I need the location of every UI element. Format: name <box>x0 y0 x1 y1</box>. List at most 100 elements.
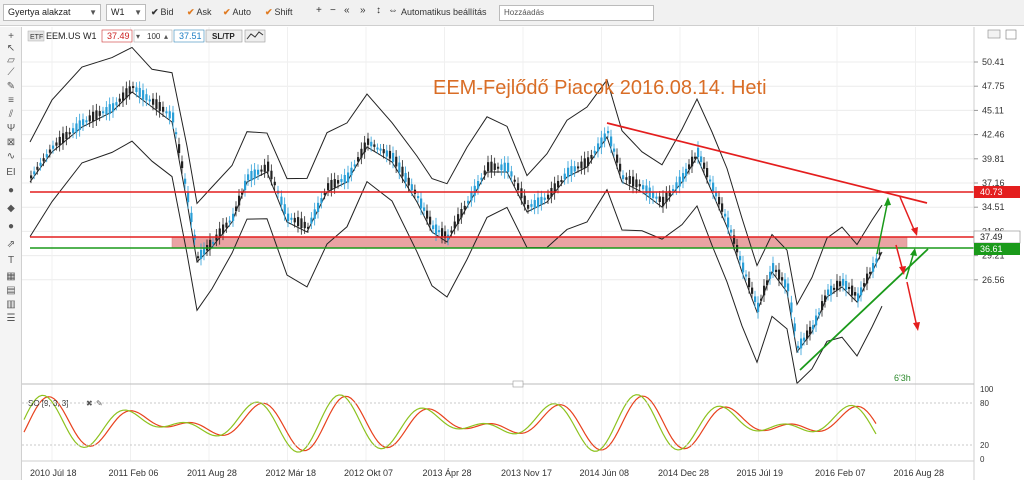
pointer-icon[interactable]: ↖ <box>6 43 16 54</box>
scroll-right-button[interactable]: » <box>360 5 366 16</box>
candle-body <box>388 150 392 159</box>
text-icon[interactable]: T <box>7 255 15 266</box>
candle-body <box>851 285 854 296</box>
trendline-icon[interactable]: ⟋ <box>7 67 15 78</box>
close-icon[interactable]: ✖ <box>86 399 93 408</box>
vertical-fit-button[interactable]: ↕ <box>376 5 381 16</box>
circle-icon[interactable]: ● <box>7 221 15 232</box>
time-tick-label: 2015 Júl 19 <box>737 468 784 478</box>
check-icon: ✔ <box>223 7 231 17</box>
candle-body <box>323 192 326 195</box>
candle-body <box>691 156 694 167</box>
chart-type-value: Gyertya alakzat <box>8 7 71 17</box>
candle-body <box>854 292 857 296</box>
candle-body <box>460 209 463 218</box>
candle-body <box>547 194 550 199</box>
candle-body <box>610 136 613 147</box>
ask-toggle[interactable]: ✔ Ask <box>187 7 212 18</box>
timeframe-select[interactable]: W1 ▼ <box>106 4 146 21</box>
candle-body <box>733 235 736 244</box>
pane-resize-handle[interactable] <box>512 380 524 388</box>
toolbar: Gyertya alakzat ▼ W1 ▼ ✔ Bid ✔ Ask ✔ Auto ✔… <box>0 0 1024 26</box>
candle-body <box>553 183 556 194</box>
bid-toggle[interactable]: ✔ Bid <box>151 7 174 18</box>
time-tick-label: 2012 Már 18 <box>266 468 317 478</box>
candle-body <box>543 197 546 200</box>
fibonacci-icon[interactable]: ≡ <box>8 95 14 106</box>
candle-body <box>401 166 404 177</box>
candle-body <box>463 205 466 210</box>
ask-box[interactable] <box>173 29 205 43</box>
candle-body <box>721 203 724 212</box>
candle-body <box>95 110 98 120</box>
candle-body <box>337 180 340 184</box>
candle-body <box>607 130 610 134</box>
ruler-icon[interactable]: ▱ <box>7 55 15 66</box>
candle-body <box>340 179 343 182</box>
auto-toggle[interactable]: ✔ Auto <box>223 7 251 18</box>
candle-body <box>287 213 290 222</box>
price-tick-label: 50.41 <box>982 57 1005 67</box>
scroll-left-button[interactable]: « <box>344 5 350 16</box>
horizontal-fit-button[interactable]: ⇔ <box>388 5 398 16</box>
candle-body <box>350 167 353 176</box>
candle-body <box>112 103 115 112</box>
bar-pattern-icon[interactable]: ▦ <box>6 271 16 282</box>
auto-settings-button[interactable]: Automatikus beállítás <box>401 7 487 17</box>
crosshair-icon[interactable]: + <box>8 31 14 42</box>
stack-icon[interactable]: ▥ <box>6 299 16 310</box>
restore-icon[interactable] <box>987 29 1001 39</box>
candle-body <box>260 169 263 172</box>
shift-toggle[interactable]: ✔ Shift <box>265 7 293 18</box>
candle-body <box>628 176 631 184</box>
bid-box[interactable] <box>101 29 133 43</box>
pencil-icon[interactable]: ✎ <box>6 81 16 92</box>
candle-body <box>92 111 95 122</box>
candle-body <box>75 123 78 133</box>
candle-body <box>766 280 769 286</box>
zoom-out-button[interactable]: − <box>330 5 336 16</box>
scroll-up-icon[interactable] <box>1005 29 1017 40</box>
channel-icon[interactable]: ⫽ <box>8 109 14 120</box>
candle-body <box>184 178 187 184</box>
candle-body <box>570 166 573 176</box>
candle-body <box>597 143 600 152</box>
candle-body <box>700 156 703 163</box>
cycle-icon[interactable]: ∿ <box>6 151 16 162</box>
candle-body <box>152 98 155 105</box>
list-icon[interactable]: ☰ <box>6 313 16 324</box>
candle-body <box>367 138 370 145</box>
candle-body <box>530 204 533 207</box>
candle-body <box>863 283 866 287</box>
price-chart[interactable]: EEM-Fejlődő Piacok 2016.08.14. Heti 6'3h… <box>22 27 1024 480</box>
pitchfork-icon[interactable]: Ψ <box>6 123 16 134</box>
elliott-icon[interactable]: EI <box>6 167 16 178</box>
add-indicator-input[interactable]: Hozzáadás <box>499 5 654 21</box>
gann-icon[interactable]: ⊠ <box>6 137 16 148</box>
candle-body <box>688 164 691 170</box>
candle-body <box>376 147 379 150</box>
marker-icon[interactable]: ◆ <box>7 203 15 214</box>
chart-settings-button[interactable] <box>244 29 266 43</box>
zoom-in-button[interactable]: + <box>316 5 322 16</box>
chart-type-select[interactable]: Gyertya alakzat ▼ <box>3 4 101 21</box>
ascending-trendline[interactable] <box>799 248 929 371</box>
candle-body <box>803 337 806 341</box>
candle-body <box>580 161 583 169</box>
candle-body <box>715 192 718 197</box>
candle-body <box>343 174 346 184</box>
candle-body <box>280 196 283 205</box>
quantity-field[interactable] <box>133 29 173 43</box>
descending-trendline[interactable] <box>606 122 928 204</box>
sltp-button[interactable] <box>205 29 243 43</box>
shapes-icon[interactable]: ● <box>7 185 15 196</box>
candle-body <box>490 161 493 172</box>
layers-icon[interactable]: ▤ <box>6 285 16 296</box>
candle-body <box>537 197 540 208</box>
arrow-icon[interactable]: ⇗ <box>6 239 16 250</box>
candle-body <box>181 161 184 169</box>
stochastic-oscillator <box>23 394 877 453</box>
time-tick-label: 2011 Feb 06 <box>109 468 159 478</box>
candle-body <box>510 171 513 177</box>
candle-body <box>125 88 128 99</box>
